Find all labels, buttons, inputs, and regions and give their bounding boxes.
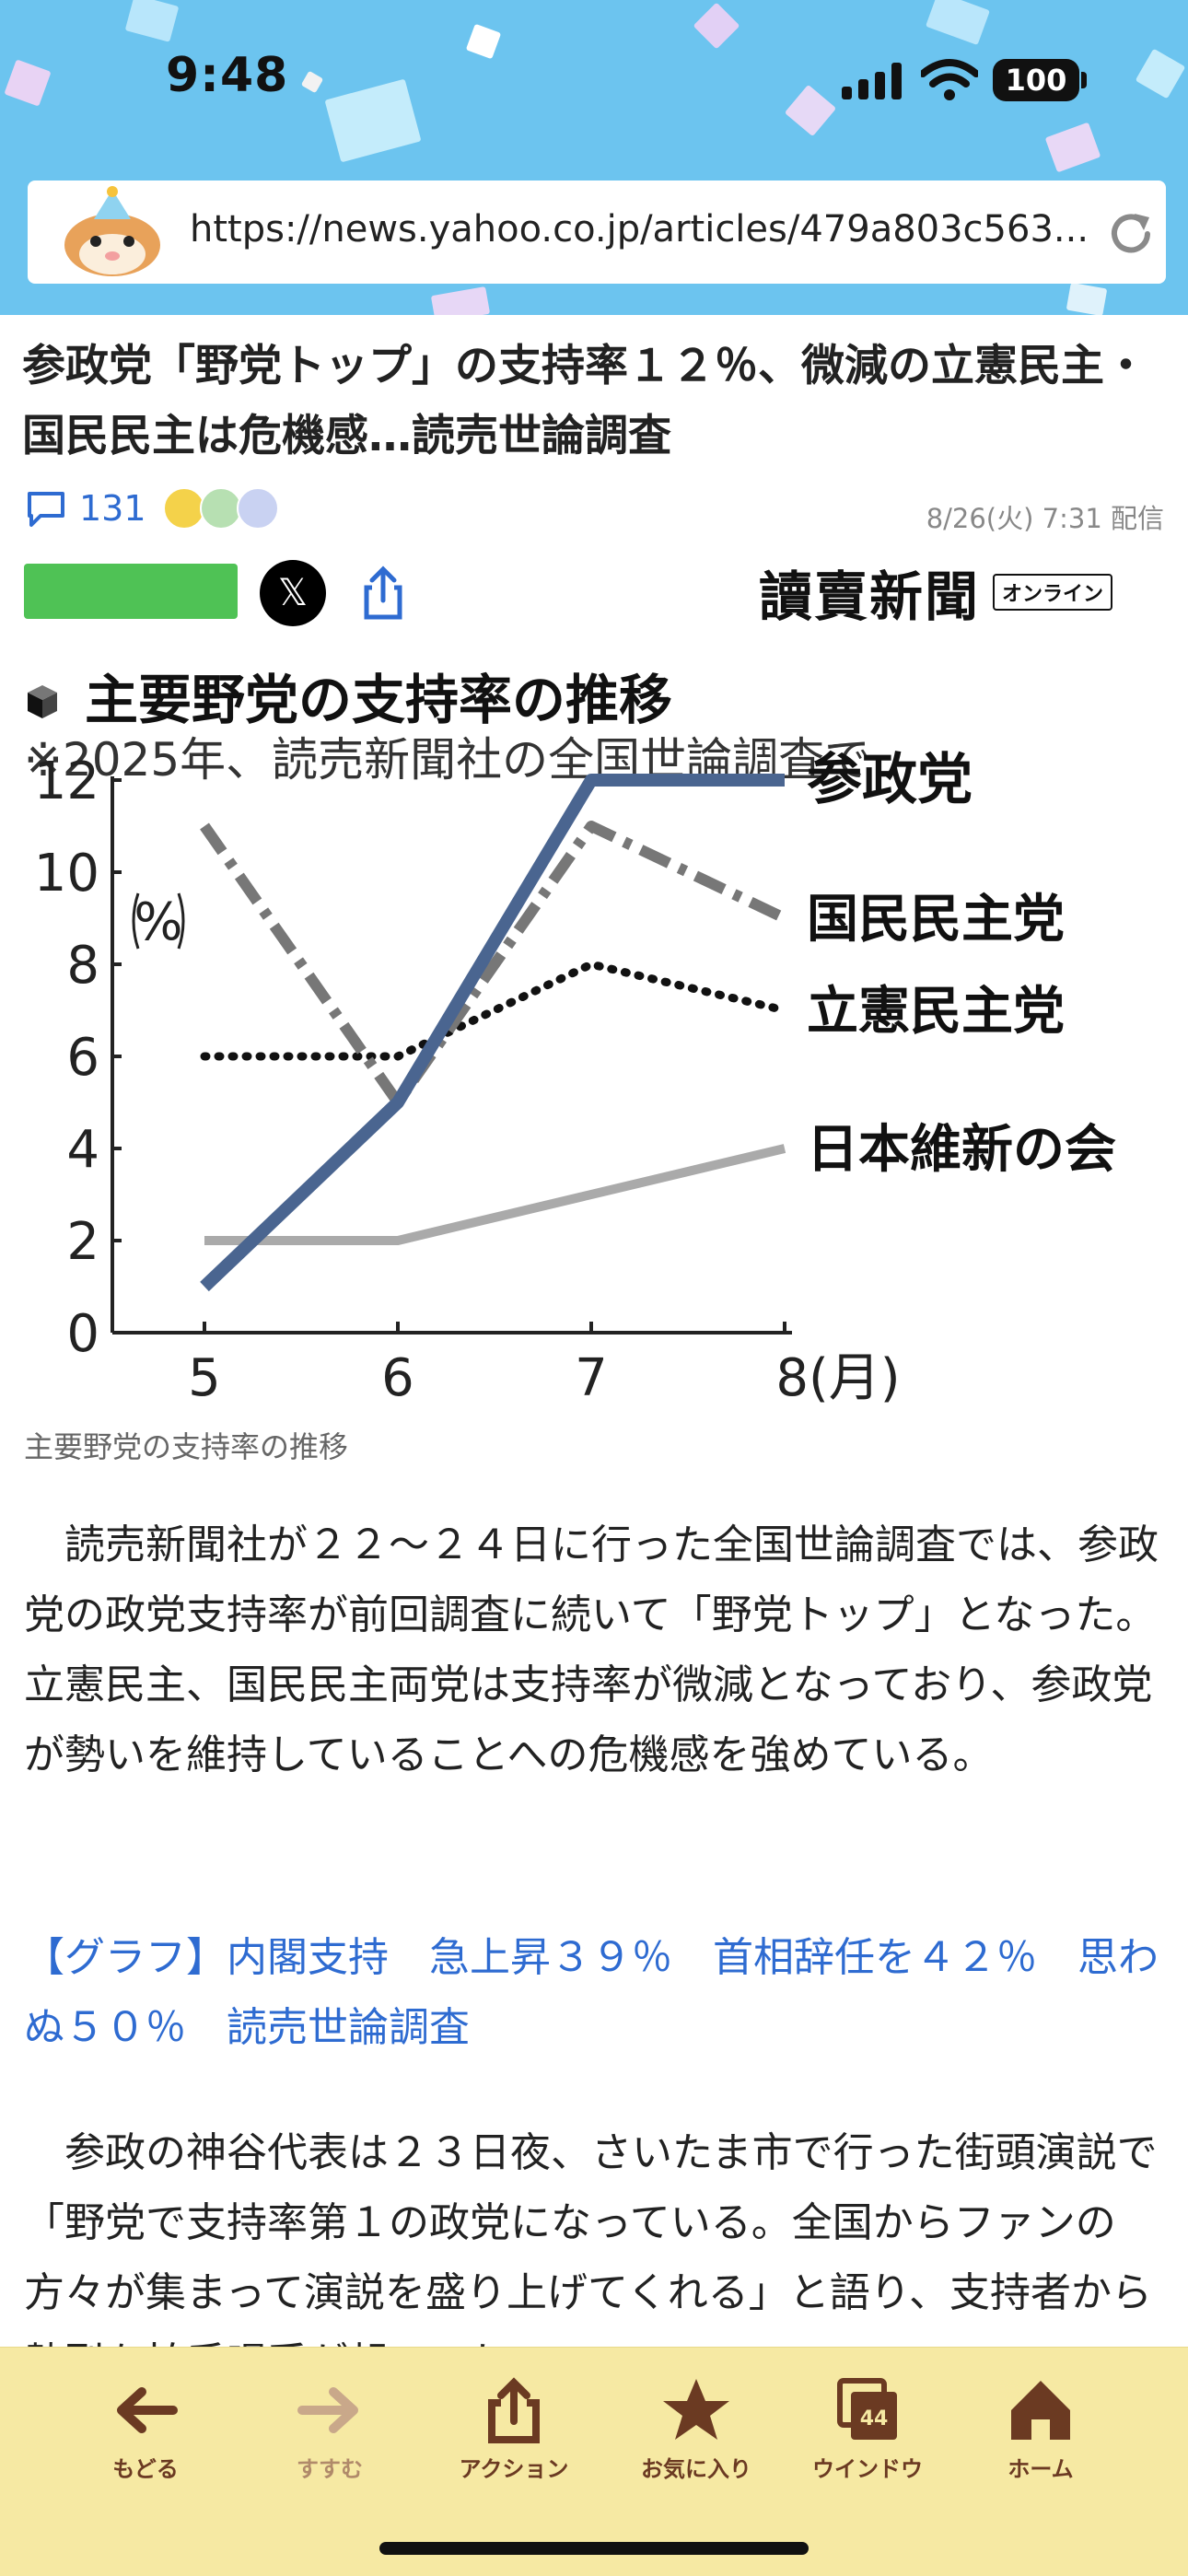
confetti bbox=[124, 0, 180, 42]
chart-title: 主要野党の支持率の推移 bbox=[85, 669, 672, 731]
share-row: 𝕏 讀賣新聞 オンライン bbox=[24, 558, 1166, 628]
chart-axes: 0 2 4 6 8 10 12% 5 6 7 8(月) bbox=[34, 752, 901, 1408]
publisher-badge: オンライン bbox=[993, 574, 1113, 611]
confetti bbox=[1044, 122, 1101, 173]
forward-label: すすむ bbox=[297, 2456, 363, 2482]
series-line bbox=[200, 821, 787, 1108]
x-tick-label: 7 bbox=[575, 1348, 608, 1408]
series-line bbox=[200, 774, 785, 1292]
action-button[interactable]: アクション bbox=[440, 2373, 588, 2483]
y-tick-label: 4 bbox=[66, 1120, 99, 1180]
reaction-face-icon bbox=[236, 487, 279, 530]
x-share-button[interactable]: 𝕏 bbox=[260, 560, 326, 626]
comment-count[interactable]: 131 bbox=[79, 488, 146, 529]
series-label: 立憲民主党 bbox=[807, 982, 1065, 1042]
home-indicator bbox=[379, 2542, 809, 2555]
bottom-toolbar: もどる すすむ アクション お気に入り 44 ウインドウ ホーム bbox=[0, 2347, 1188, 2576]
unit-bracket bbox=[177, 892, 185, 950]
guinea-pig-avatar-icon[interactable] bbox=[57, 186, 168, 278]
support-rate-chart[interactable]: 主要野党の支持率の推移 ※2025年、読売新聞社の全国世論調査で 0 2 4 6 8 10… bbox=[0, 645, 1188, 1437]
forward-button[interactable]: すすむ bbox=[256, 2373, 403, 2483]
comments-link[interactable]: 131 bbox=[26, 481, 279, 536]
image-caption: 主要野党の支持率の推移 bbox=[24, 1429, 349, 1464]
x-tick-label: 5 bbox=[188, 1348, 221, 1408]
back-label: もどる bbox=[112, 2456, 179, 2482]
article-paragraph-1: 読売新聞社が２２～２４日に行った全国世論調査では、参政党の政党支持率が前回調査に… bbox=[24, 1521, 1159, 1778]
confetti bbox=[1135, 48, 1186, 99]
home-button[interactable]: ホーム bbox=[967, 2373, 1114, 2483]
y-axis-unit-label: % bbox=[134, 892, 182, 952]
series-line bbox=[200, 960, 789, 1061]
y-tick-label: 10 bbox=[34, 844, 99, 903]
publisher-logo[interactable]: 讀賣新聞 オンライン bbox=[759, 558, 1113, 628]
battery-tip bbox=[1081, 72, 1087, 88]
windows-icon: 44 bbox=[837, 2378, 897, 2440]
comment-icon bbox=[28, 492, 64, 527]
home-label: ホーム bbox=[1007, 2456, 1074, 2482]
y-tick-label: 12 bbox=[34, 752, 99, 811]
forward-arrow-icon bbox=[297, 2387, 358, 2433]
line-share-button[interactable] bbox=[24, 564, 238, 619]
y-tick-label: 0 bbox=[66, 1304, 99, 1364]
unit-bracket bbox=[132, 892, 140, 950]
publish-date: 8/26(火) 7:31 配信 bbox=[926, 503, 1164, 534]
cube-icon bbox=[28, 685, 57, 718]
windows-count-badge: 44 bbox=[860, 2407, 889, 2430]
series-label: 参政党 bbox=[807, 748, 973, 812]
confetti bbox=[925, 0, 991, 46]
star-icon bbox=[663, 2379, 729, 2440]
share-icon[interactable] bbox=[354, 564, 413, 623]
windows-label: ウインドウ bbox=[812, 2456, 923, 2482]
article-headline: 参政党「野党トップ」の支持率１２％、微減の立憲民主・国民民主は危機感…読売世論調… bbox=[22, 341, 1147, 461]
x-tick-label: 8(月) bbox=[775, 1348, 900, 1408]
battery-indicator: 100 bbox=[993, 59, 1079, 101]
y-tick-label: 2 bbox=[66, 1212, 99, 1272]
favorites-button[interactable]: お気に入り bbox=[623, 2373, 770, 2483]
windows-button[interactable]: 44 ウインドウ bbox=[794, 2373, 941, 2483]
y-tick-label: 6 bbox=[66, 1028, 99, 1088]
confetti bbox=[465, 23, 502, 60]
confetti bbox=[1066, 282, 1108, 315]
reaction-face-icon bbox=[199, 487, 242, 530]
status-time: 9:48 bbox=[166, 48, 289, 103]
home-icon bbox=[1011, 2381, 1070, 2440]
url-text[interactable]: https://news.yahoo.co.jp/articles/479a80… bbox=[190, 208, 1089, 251]
confetti bbox=[784, 84, 837, 137]
url-bar[interactable]: https://news.yahoo.co.jp/articles/479a80… bbox=[28, 181, 1166, 284]
series-label: 日本維新の会 bbox=[807, 1120, 1116, 1180]
chart-title-group: 主要野党の支持率の推移 ※2025年、読売新聞社の全国世論調査で bbox=[24, 669, 870, 787]
share-icon bbox=[488, 2377, 540, 2443]
related-article-link[interactable]: 【グラフ】内閣支持 急上昇３９％ 首相辞任を４２％ 思わぬ５０％ 読売世論調査 bbox=[24, 1934, 1159, 2051]
series-line bbox=[204, 1144, 786, 1245]
x-tick-label: 6 bbox=[381, 1348, 414, 1408]
back-button[interactable]: もどる bbox=[72, 2373, 219, 2483]
confetti bbox=[4, 59, 52, 107]
wifi-icon bbox=[921, 59, 978, 100]
signal-icon bbox=[842, 63, 906, 99]
reload-icon[interactable] bbox=[1107, 210, 1155, 258]
browser-header: 9:48 100 https://news.yahoo.co.jp/articl… bbox=[0, 0, 1188, 315]
confetti bbox=[430, 286, 491, 315]
favorites-label: お気に入り bbox=[641, 2456, 751, 2482]
confetti bbox=[693, 2, 740, 50]
action-label: アクション bbox=[459, 2456, 569, 2482]
confetti bbox=[324, 78, 422, 163]
confetti bbox=[300, 70, 324, 94]
publisher-name: 讀賣新聞 bbox=[759, 565, 981, 628]
y-tick-label: 8 bbox=[66, 936, 99, 996]
series-label: 国民民主党 bbox=[807, 890, 1065, 950]
back-arrow-icon bbox=[117, 2387, 178, 2433]
reaction-face-icon bbox=[162, 487, 205, 530]
